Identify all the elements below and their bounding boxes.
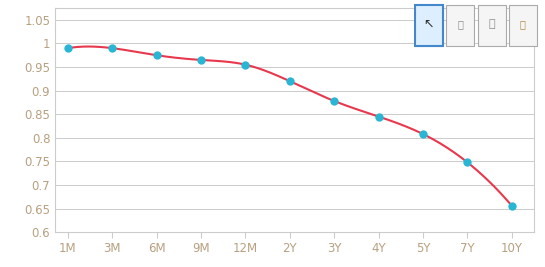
Bar bbox=[477, 5, 506, 46]
Bar bbox=[415, 5, 443, 46]
Text: 🔍: 🔍 bbox=[520, 19, 526, 29]
Bar bbox=[415, 5, 443, 46]
Text: ✋: ✋ bbox=[488, 19, 495, 29]
Bar bbox=[509, 5, 537, 46]
Bar bbox=[446, 5, 474, 46]
Text: ↖: ↖ bbox=[423, 18, 434, 31]
Text: ⬜: ⬜ bbox=[457, 19, 463, 29]
